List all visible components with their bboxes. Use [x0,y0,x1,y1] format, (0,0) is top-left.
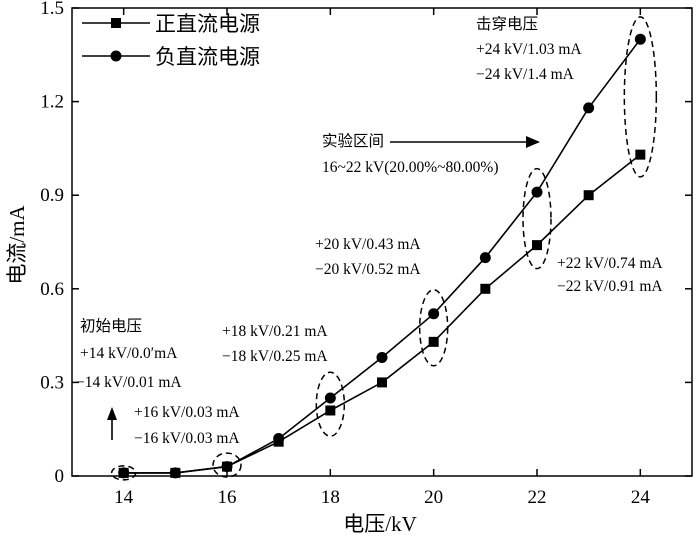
annotation-initial-pos: +14 kV/0.0′mA [80,345,178,362]
annotation-16-neg: −16 kV/0.03 mA [134,430,240,447]
y-tick-label: 0 [55,466,65,487]
data-point-circle [531,186,543,198]
plot-frame [71,7,693,477]
legend-marker-circle [110,50,122,62]
annotation-breakdown-pos: +24 kV/1.03 mA [476,41,582,58]
data-point-square [377,377,387,388]
series-line-positive [123,153,641,474]
annotation-range-title: 实验区间 [322,132,384,150]
highlight-ellipses [110,16,658,481]
annotations: 击穿电压 +24 kV/1.03 mA −24 kV/1.4 mA 实验区间 1… [76,15,663,447]
legend-marker-square [111,18,121,28]
legend-label-negative: 负直流电源 [155,45,260,69]
annotation-22-neg: −22 kV/0.91 mA [557,278,663,295]
y-tick-label: 0.3 [40,372,64,393]
annotation-initial-neg: −14 kV/0.01 mA [76,374,182,391]
data-point-square [583,190,594,201]
data-point-circle [118,467,130,479]
y-tick-label: 1.5 [40,0,64,19]
x-tick-label: 18 [321,487,340,508]
data-point-circle [273,433,285,445]
y-tick-label: 1.2 [40,92,64,113]
data-point-circle [324,392,336,404]
annotation-breakdown-title: 击穿电压 [476,15,538,33]
highlight-ellipse [212,452,242,478]
annotation-20-pos: +20 kV/0.43 mA [315,236,421,253]
axis-ticks: 14 16 18 20 22 24 0 0.3 0.6 0.9 1.2 1.5 [40,0,692,508]
annotation-20-neg: −20 kV/0.52 mA [315,261,421,278]
annotation-range-detail: 16~22 kV(20.00%~80.00%) [322,159,499,176]
data-point-square [635,149,646,160]
annotation-18-pos: +18 kV/0.21 mA [222,323,328,340]
highlight-ellipse [110,465,137,481]
highlight-ellipse [418,289,449,367]
x-tick-label: 20 [424,487,443,508]
highlight-ellipse [623,16,658,178]
x-tick-label: 22 [528,487,547,508]
data-point-circle [634,33,646,45]
data-point-circle [221,461,233,473]
data-point-circle [428,308,440,320]
legend-label-positive: 正直流电源 [155,12,260,36]
x-tick-label: 24 [631,487,651,508]
data-point-circle [583,102,595,114]
highlight-ellipse [315,371,346,437]
annotation-breakdown-neg: −24 kV/1.4 mA [476,66,575,83]
annotation-22-pos: +22 kV/0.74 mA [557,255,663,272]
data-point-square [428,336,439,347]
x-axis-title: 电压/kV [343,512,417,536]
data-point-circle [479,252,491,264]
highlight-ellipse [522,167,552,270]
x-tick-label: 16 [218,487,237,508]
initial-arrow-head [107,407,117,420]
y-tick-label: 0.9 [40,185,64,206]
data-point-circle [169,467,181,479]
data-point-circle [376,351,388,363]
annotation-16-pos: +16 kV/0.03 mA [134,404,240,421]
data-point-square [325,405,336,416]
y-tick-label: 0.6 [40,279,64,300]
annotation-initial-title: 初始电压 [80,317,142,335]
data-point-square [480,283,491,294]
data-point-square [532,240,542,251]
legend: 正直流电源 负直流电源 [82,12,260,69]
y-axis-title: 电流/mA [5,205,29,285]
x-tick-label: 14 [114,487,134,508]
range-arrow-head [526,136,540,148]
series-layer [118,33,646,479]
annotation-18-neg: −18 kV/0.25 mA [222,348,328,365]
